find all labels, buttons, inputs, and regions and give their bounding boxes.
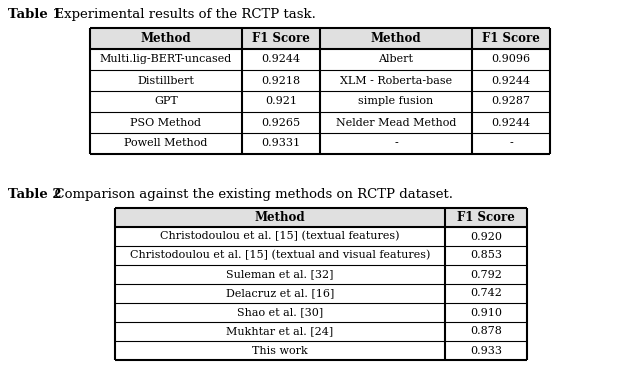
Text: 0.878: 0.878 bbox=[470, 326, 502, 337]
Text: PSO Method: PSO Method bbox=[131, 118, 202, 128]
Text: 0.9096: 0.9096 bbox=[492, 54, 531, 64]
Text: 0.9244: 0.9244 bbox=[492, 75, 531, 85]
Text: Powell Method: Powell Method bbox=[124, 139, 208, 149]
Text: -: - bbox=[394, 139, 398, 149]
Text: 0.9265: 0.9265 bbox=[261, 118, 301, 128]
Text: simple fusion: simple fusion bbox=[358, 97, 434, 106]
Text: 0.9287: 0.9287 bbox=[492, 97, 531, 106]
Text: Shao et al. [30]: Shao et al. [30] bbox=[237, 308, 323, 318]
Bar bbox=[320, 28, 472, 49]
Text: Table 2: Table 2 bbox=[8, 188, 61, 201]
Text: -: - bbox=[509, 139, 513, 149]
Text: Delacruz et al. [16]: Delacruz et al. [16] bbox=[226, 288, 334, 298]
Text: 0.910: 0.910 bbox=[470, 308, 502, 318]
Text: Suleman et al. [32]: Suleman et al. [32] bbox=[227, 270, 333, 280]
Text: 0.9244: 0.9244 bbox=[492, 118, 531, 128]
Bar bbox=[472, 28, 550, 49]
Bar bbox=[242, 28, 320, 49]
Text: F1 Score: F1 Score bbox=[457, 211, 515, 224]
Text: F1 Score: F1 Score bbox=[252, 32, 310, 45]
Text: 0.9331: 0.9331 bbox=[261, 139, 301, 149]
Text: 0.921: 0.921 bbox=[265, 97, 297, 106]
Text: Distillbert: Distillbert bbox=[138, 75, 195, 85]
Bar bbox=[445, 208, 527, 227]
Text: Comparison against the existing methods on RCTP dataset.: Comparison against the existing methods … bbox=[46, 188, 453, 201]
Text: Method: Method bbox=[141, 32, 191, 45]
Text: Albert: Albert bbox=[378, 54, 413, 64]
Bar bbox=[90, 28, 242, 49]
Text: Mukhtar et al. [24]: Mukhtar et al. [24] bbox=[227, 326, 333, 337]
Text: 0.920: 0.920 bbox=[470, 231, 502, 242]
Text: Method: Method bbox=[371, 32, 421, 45]
Text: Table 1: Table 1 bbox=[8, 8, 61, 21]
Text: Experimental results of the RCTP task.: Experimental results of the RCTP task. bbox=[46, 8, 316, 21]
Text: 0.792: 0.792 bbox=[470, 270, 502, 280]
Text: F1 Score: F1 Score bbox=[482, 32, 540, 45]
Text: Multi.lig-BERT-uncased: Multi.lig-BERT-uncased bbox=[100, 54, 232, 64]
Text: 0.933: 0.933 bbox=[470, 345, 502, 355]
Text: Christodoulou et al. [15] (textual and visual features): Christodoulou et al. [15] (textual and v… bbox=[130, 250, 430, 261]
Text: 0.9218: 0.9218 bbox=[261, 75, 301, 85]
Text: XLM - Roberta-base: XLM - Roberta-base bbox=[340, 75, 452, 85]
Text: Method: Method bbox=[255, 211, 305, 224]
Text: 0.9244: 0.9244 bbox=[261, 54, 301, 64]
Text: Nelder Mead Method: Nelder Mead Method bbox=[336, 118, 456, 128]
Text: GPT: GPT bbox=[154, 97, 178, 106]
Text: Christodoulou et al. [15] (textual features): Christodoulou et al. [15] (textual featu… bbox=[160, 231, 400, 242]
Text: This work: This work bbox=[252, 345, 308, 355]
Text: 0.742: 0.742 bbox=[470, 288, 502, 298]
Bar bbox=[115, 208, 445, 227]
Text: 0.853: 0.853 bbox=[470, 250, 502, 260]
